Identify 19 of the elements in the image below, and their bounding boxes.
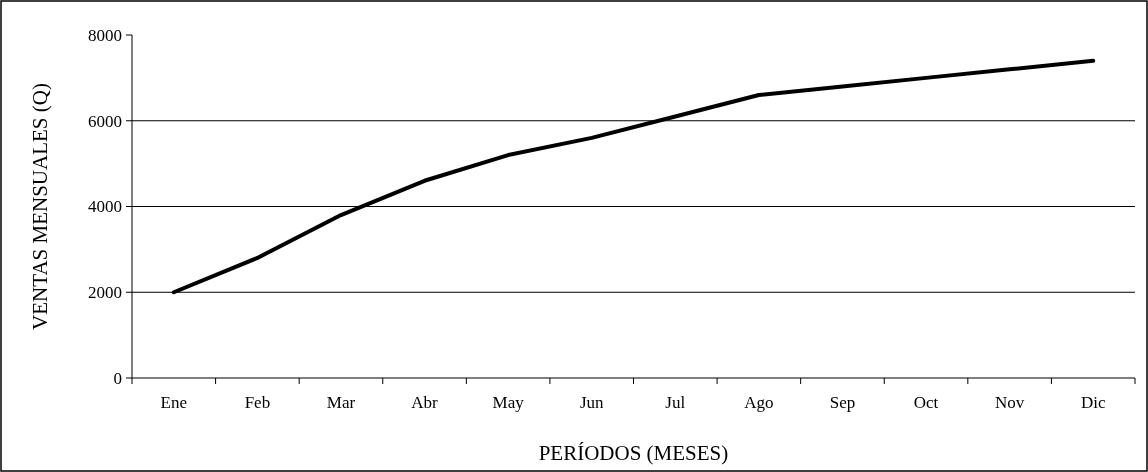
x-tick-label: Nov <box>994 393 1025 412</box>
x-axis-title: PERÍODOS (MESES) <box>538 441 729 465</box>
y-tick-label: 8000 <box>88 25 122 45</box>
y-tick-label: 4000 <box>88 197 122 217</box>
x-tick-label: Jun <box>579 393 605 412</box>
y-tick-label: 0 <box>113 368 122 388</box>
x-tick-label: Ene <box>160 393 188 412</box>
x-tick-label: Feb <box>244 393 271 412</box>
x-tick-label: May <box>492 393 525 412</box>
x-tick-label: Oct <box>913 393 939 412</box>
x-tick-label: Abr <box>411 393 439 412</box>
x-tick-label: Ago <box>744 393 774 412</box>
x-tick-label: Dic <box>1080 393 1106 412</box>
x-tick-label: Sep <box>829 393 856 412</box>
y-tick-label: 2000 <box>88 283 122 303</box>
x-tick-label: Mar <box>326 393 356 412</box>
x-tick-label: Jul <box>665 393 686 412</box>
y-axis-title: VENTAS MENSUALES (Q) <box>28 83 52 330</box>
y-tick-label: 6000 <box>88 111 122 131</box>
